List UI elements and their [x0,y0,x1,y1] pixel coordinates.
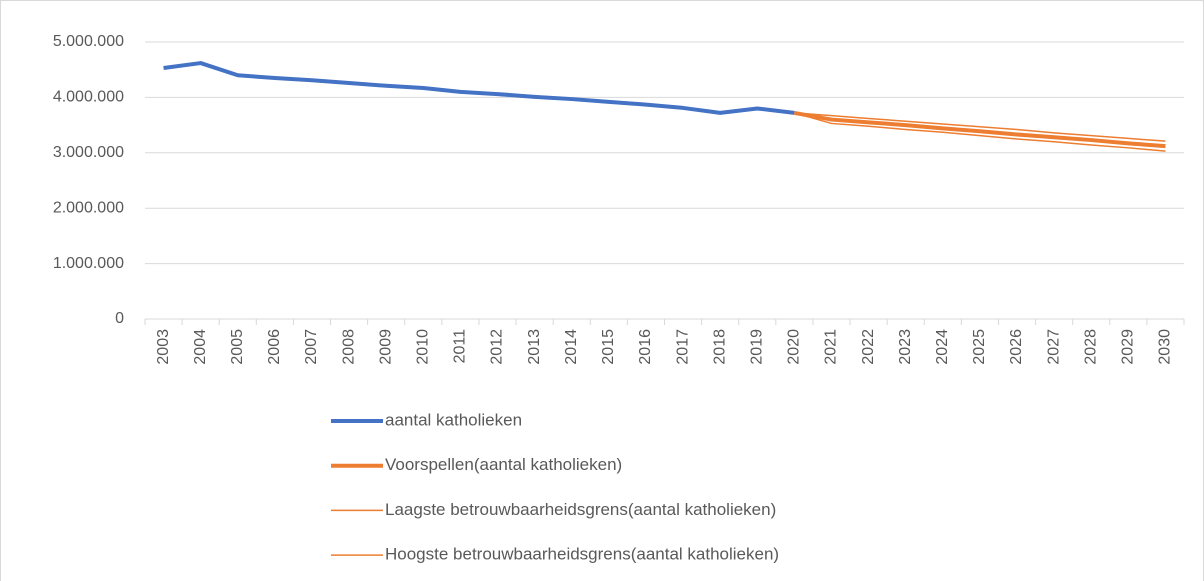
x-tick-label: 2006 [266,329,283,365]
y-tick-label: 1.000.000 [53,255,124,272]
x-tick-label: 2024 [934,329,951,365]
line-series [794,112,1166,142]
x-tick-label: 2019 [748,329,765,365]
x-tick-label: 2029 [1120,329,1137,365]
legend-label: Laagste betrouwbaarheidsgrens(aantal kat… [385,500,776,519]
x-tick-label: 2026 [1008,329,1025,365]
x-tick-label: 2004 [192,329,209,365]
x-tick-label: 2007 [303,329,320,365]
x-tick-label: 2005 [229,329,246,365]
line-series [163,61,795,115]
y-tick-label: 0 [115,310,124,327]
x-tick-label: 2014 [563,329,580,365]
x-tick-label: 2021 [823,329,840,365]
x-tick-label: 2003 [155,329,172,365]
x-tick-label: 2010 [415,329,432,365]
x-tick-label: 2030 [1157,329,1174,365]
x-tick-label: 2022 [860,329,877,365]
x-tick-label: 2013 [526,329,543,365]
line-series [794,110,1166,149]
line-series [794,112,1166,152]
legend-item: Laagste betrouwbaarheidsgrens(aantal kat… [331,500,776,519]
y-tick-label: 4.000.000 [53,89,124,106]
x-tick-label: 2020 [786,329,803,365]
x-tick-label: 2027 [1045,329,1062,365]
legend-item: Hoogste betrouwbaarheidsgrens(aantal kat… [331,545,779,564]
x-tick-label: 2025 [971,329,988,365]
y-tick-label: 2.000.000 [53,199,124,216]
x-tick-label: 2012 [489,329,506,365]
x-tick-label: 2023 [897,329,914,365]
x-tick-label: 2015 [600,329,617,365]
x-tick-label: 2009 [377,329,394,365]
x-tick-label: 2008 [340,329,357,365]
legend-label: Hoogste betrouwbaarheidsgrens(aantal kat… [385,545,779,564]
x-tick-label: 2028 [1082,329,1099,365]
x-tick-label: 2011 [452,329,469,364]
x-tick-label: 2017 [674,329,691,365]
y-tick-label: 3.000.000 [53,144,124,161]
legend-label: aantal katholieken [385,410,522,429]
x-tick-label: 2018 [711,329,728,365]
legend-label: Voorspellen(aantal katholieken) [385,455,622,474]
legend-item: aantal katholieken [331,410,522,429]
y-tick-label: 5.000.000 [53,33,124,50]
legend-item: Voorspellen(aantal katholieken) [331,455,622,474]
x-tick-label: 2016 [637,329,654,365]
